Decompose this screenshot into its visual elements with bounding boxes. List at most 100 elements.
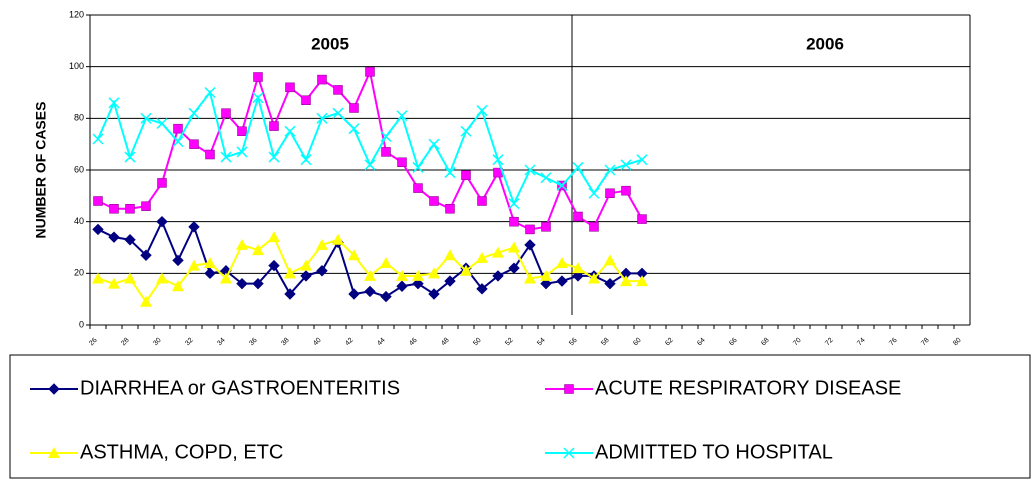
x-tick-label: 44 [376, 337, 387, 348]
marker [589, 222, 599, 232]
marker [284, 267, 296, 279]
x-tick-label: 74 [856, 337, 867, 348]
marker [563, 447, 575, 459]
marker [380, 290, 392, 303]
x-tick-label: 80 [952, 337, 963, 348]
marker [48, 447, 60, 458]
marker [140, 112, 152, 124]
marker [621, 185, 631, 196]
marker [300, 154, 312, 166]
marker [509, 216, 519, 227]
marker [524, 239, 536, 251]
marker [429, 196, 439, 206]
marker [124, 151, 136, 163]
marker [333, 85, 343, 95]
marker [492, 270, 504, 282]
marker [141, 201, 151, 211]
marker [348, 288, 360, 300]
marker [140, 249, 152, 261]
x-tick-label: 32 [184, 337, 195, 348]
marker [252, 244, 264, 256]
x-tick-label: 50 [472, 337, 483, 348]
marker [140, 295, 152, 307]
marker [284, 125, 296, 137]
marker [364, 285, 376, 298]
x-tick-label: 72 [824, 337, 835, 348]
marker [172, 136, 184, 148]
marker [573, 211, 583, 222]
y-tick-label: 120 [69, 9, 84, 19]
x-tick-label: 26 [88, 337, 99, 348]
legend-label: ASTHMA, COPD, ETC [80, 441, 283, 463]
marker [108, 277, 120, 289]
marker [524, 164, 536, 176]
marker [428, 288, 440, 300]
marker [92, 223, 104, 236]
marker [604, 277, 616, 290]
marker [348, 123, 360, 135]
marker [637, 214, 647, 224]
marker [189, 139, 199, 149]
marker [316, 112, 328, 124]
marker [269, 121, 279, 131]
marker [332, 233, 344, 245]
marker [445, 204, 455, 214]
x-tick-label: 30 [152, 337, 163, 348]
x-tick-label: 64 [696, 337, 707, 348]
x-tick-label: 40 [312, 337, 323, 348]
x-tick-label: 62 [664, 337, 675, 348]
marker [285, 82, 295, 93]
marker [300, 270, 312, 282]
marker [204, 86, 216, 99]
marker [492, 154, 504, 166]
marker [508, 198, 520, 210]
marker [508, 241, 520, 253]
marker [204, 267, 216, 280]
series-line [97, 68, 643, 231]
marker [524, 272, 536, 284]
y-tick-label: 40 [74, 216, 84, 226]
marker [556, 257, 568, 268]
marker [188, 259, 200, 271]
marker [92, 133, 104, 145]
marker [476, 251, 488, 263]
y-tick-label: 0 [79, 319, 84, 329]
marker [396, 280, 408, 292]
marker [188, 221, 200, 233]
marker [365, 67, 375, 77]
marker [492, 246, 504, 258]
marker [332, 107, 344, 119]
marker [604, 254, 616, 266]
marker [460, 125, 472, 137]
marker [572, 161, 584, 173]
y-tick-label: 100 [69, 61, 84, 71]
x-tick-label: 54 [536, 337, 547, 348]
marker [588, 187, 600, 199]
marker [525, 224, 535, 235]
x-tick-label: 56 [568, 337, 579, 348]
marker [564, 384, 574, 394]
x-tick-label: 36 [248, 337, 259, 348]
marker [236, 277, 248, 290]
marker [221, 108, 231, 118]
marker [268, 231, 280, 243]
year-label: 2005 [311, 34, 349, 53]
marker [476, 105, 488, 117]
x-tick-label: 78 [920, 337, 931, 348]
marker [109, 204, 119, 214]
marker [364, 159, 376, 171]
marker [252, 92, 264, 104]
marker [172, 280, 184, 292]
marker [428, 267, 440, 279]
marker [572, 270, 584, 282]
marker [316, 265, 328, 277]
x-tick-label: 38 [280, 337, 291, 348]
marker [172, 254, 184, 267]
marker [268, 259, 280, 272]
marker [444, 275, 456, 287]
marker [316, 238, 328, 250]
marker [204, 257, 216, 268]
marker [413, 183, 423, 193]
x-tick-label: 42 [344, 337, 355, 348]
